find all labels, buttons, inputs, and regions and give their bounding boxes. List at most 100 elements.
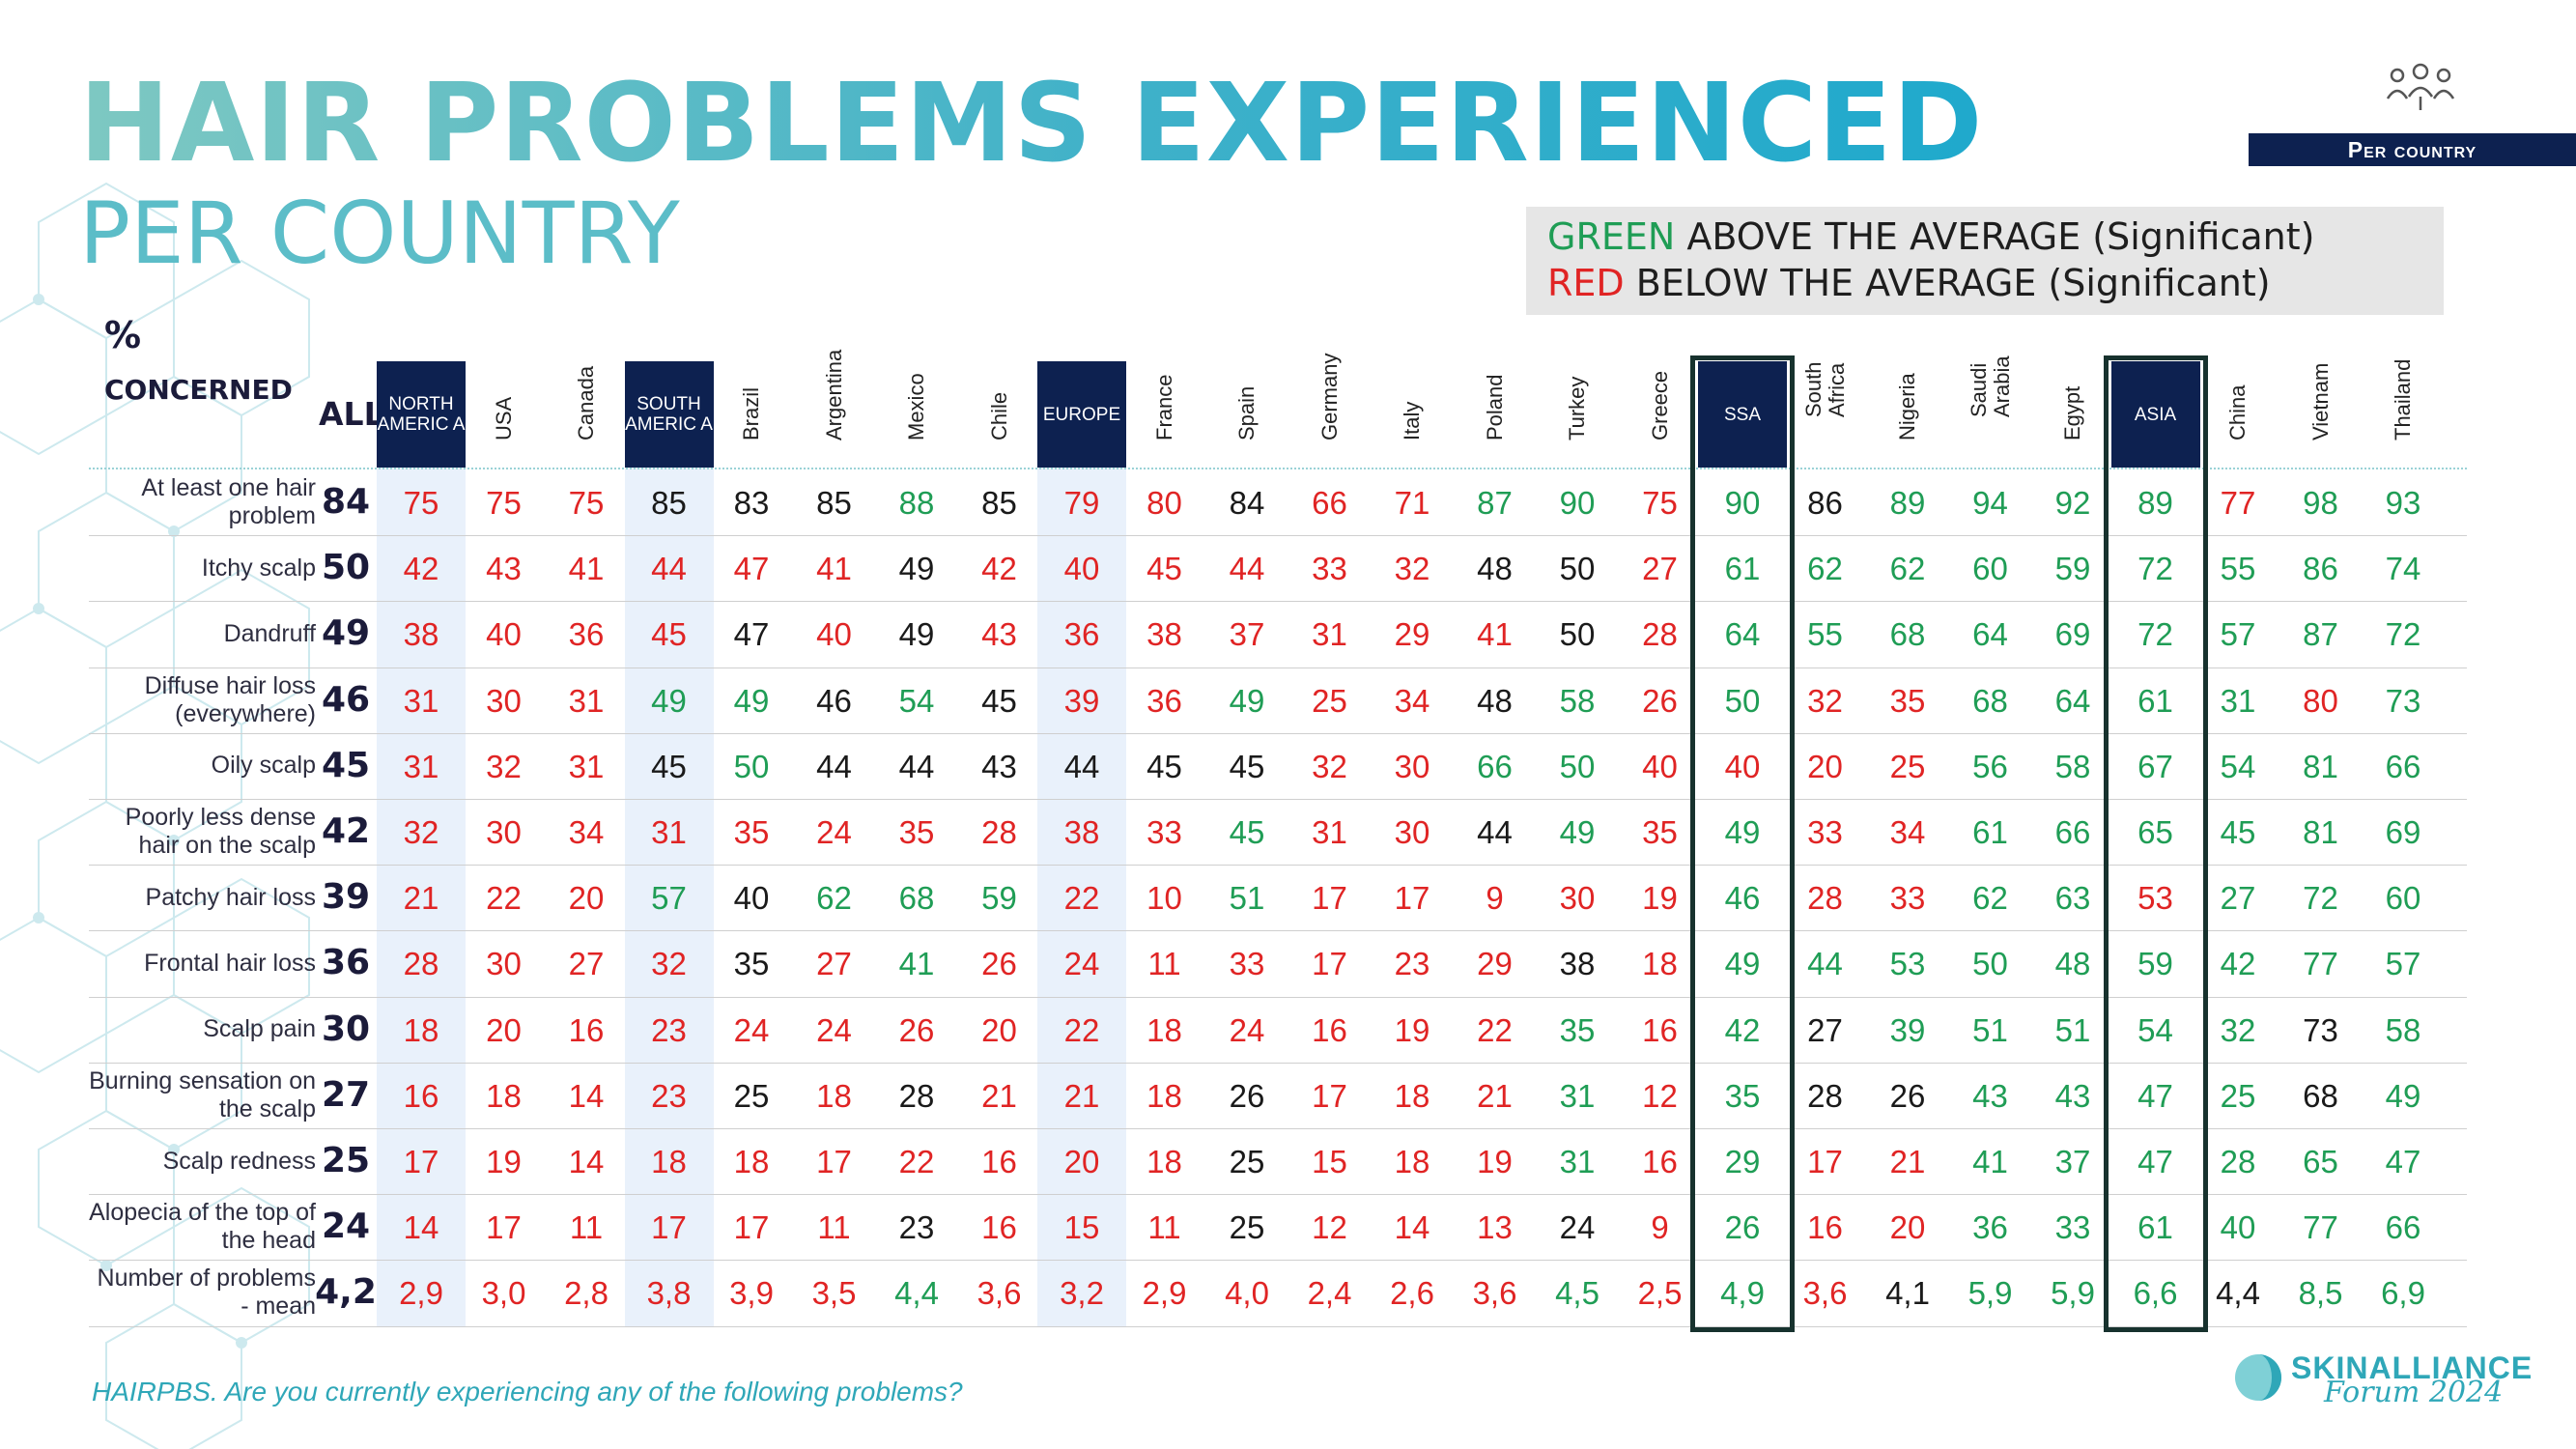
table-cell: 19 [1394, 1011, 1430, 1048]
table-cell: 12 [1312, 1209, 1347, 1246]
legend-red-line: RED BELOW THE AVERAGE (Significant) [1547, 265, 2271, 301]
table-cell: 61 [1724, 551, 1761, 587]
table-cell: 77 [2303, 946, 2338, 982]
country-header-label: Saudi Arabia [1966, 355, 2014, 417]
table-cell: 31 [1312, 616, 1347, 653]
table-cell: 18 [486, 1077, 522, 1114]
table-cell: 12 [1642, 1077, 1678, 1114]
table-cell: 39 [1889, 1011, 1926, 1048]
table-cell: 22 [1477, 1011, 1513, 1048]
all-value: 4,2 [315, 1272, 377, 1313]
table-cell: 34 [1889, 814, 1926, 850]
table-cell: 18 [651, 1144, 687, 1179]
table-cell: 25 [1229, 1209, 1265, 1246]
table-cell: 9 [1486, 880, 1504, 917]
table-cell: 17 [733, 1209, 770, 1246]
table-cell: 13 [1477, 1209, 1513, 1246]
table-cell: 61 [2137, 682, 2173, 719]
country-header-label: Mexico [904, 373, 928, 440]
country-header: Vietnam [2292, 348, 2350, 468]
table-cell: 49 [1559, 814, 1596, 850]
all-value: 36 [321, 943, 371, 983]
table-cell: 35 [898, 814, 935, 850]
table-cell: 28 [1642, 616, 1678, 653]
table-cell: 45 [651, 616, 687, 653]
table-cell: 34 [1394, 682, 1430, 719]
row-label: Frontal hair loss [144, 949, 316, 977]
table-cell: 47 [2137, 1077, 2173, 1114]
table-cell: 19 [1477, 1144, 1513, 1179]
table-cell: 43 [1972, 1077, 2008, 1114]
table-cell: 81 [2303, 748, 2338, 784]
table-cell: 27 [2220, 880, 2256, 917]
table-cell: 49 [898, 616, 935, 653]
table-cell: 30 [486, 946, 522, 982]
table-cell: 35 [1889, 682, 1926, 719]
table-cell: 42 [1724, 1011, 1761, 1048]
table-cell: 37 [1229, 616, 1265, 653]
table-cell: 3,6 [1472, 1275, 1517, 1312]
table-cell: 69 [2054, 616, 2091, 653]
table-cell: 16 [1312, 1011, 1347, 1048]
table-cell: 35 [733, 946, 770, 982]
table-cell: 18 [403, 1011, 439, 1048]
row-label: Diffuse hair loss (everywhere) [144, 671, 316, 727]
table-cell: 18 [1642, 946, 1678, 982]
table-cell: 45 [981, 682, 1017, 719]
table-cell: 31 [1559, 1144, 1596, 1179]
all-value: 50 [321, 548, 371, 588]
table-cell: 30 [1394, 814, 1430, 850]
legend-green-line: GREEN ABOVE THE AVERAGE (Significant) [1547, 218, 2314, 255]
all-value: 27 [321, 1074, 371, 1115]
table-cell: 50 [1559, 616, 1596, 653]
table-cell: 3,8 [646, 1275, 692, 1312]
table-cell: 2,9 [399, 1275, 443, 1312]
table-cell: 71 [1394, 485, 1430, 521]
table-cell: 10 [1146, 880, 1182, 917]
table-cell: 32 [2220, 1011, 2256, 1048]
skinalliance-logo-icon [2235, 1354, 2281, 1401]
table-cell: 69 [2385, 814, 2421, 850]
table-cell: 20 [981, 1011, 1017, 1048]
table-cell: 8,5 [2298, 1275, 2343, 1312]
table-cell: 3,6 [1802, 1275, 1848, 1312]
table-cell: 57 [2385, 946, 2421, 982]
table-cell: 23 [651, 1011, 687, 1048]
table-cell: 40 [1724, 748, 1761, 784]
table-cell: 17 [1312, 1077, 1347, 1114]
table-cell: 75 [403, 485, 439, 521]
country-header-label: Thailand [2391, 358, 2415, 440]
country-header-label: Brazil [739, 386, 763, 440]
people-group-icon [2386, 63, 2455, 110]
table-cell: 25 [1312, 682, 1347, 719]
table-cell: 50 [1972, 946, 2008, 982]
table-cell: 32 [1312, 748, 1347, 784]
table-cell: 21 [981, 1077, 1017, 1114]
table-cell: 35 [1559, 1011, 1596, 1048]
country-header: Brazil [722, 348, 780, 468]
table-cell: 21 [403, 880, 439, 917]
row-label: Oily scalp [211, 752, 316, 780]
region-header: SSA [1698, 361, 1787, 468]
table-cell: 2,4 [1307, 1275, 1352, 1312]
table-cell: 4,1 [1885, 1275, 1930, 1312]
table-cell: 83 [733, 485, 770, 521]
table-cell: 32 [486, 748, 522, 784]
table-cell: 24 [733, 1011, 770, 1048]
table-cell: 17 [1312, 946, 1347, 982]
table-cell: 18 [1394, 1077, 1430, 1114]
table-cell: 86 [1807, 485, 1843, 521]
table-cell: 84 [1229, 485, 1265, 521]
row-divider [89, 1062, 2467, 1064]
table-cell: 44 [1063, 748, 1100, 784]
row-divider [89, 1127, 2467, 1129]
table-cell: 18 [816, 1077, 852, 1114]
table-cell: 77 [2303, 1209, 2338, 1246]
table-cell: 47 [733, 616, 770, 653]
table-cell: 37 [2054, 1144, 2091, 1179]
row-label: Number of problems - mean [97, 1264, 316, 1321]
country-header: Canada [557, 348, 615, 468]
table-cell: 3,6 [977, 1275, 1022, 1312]
table-cell: 18 [1146, 1144, 1182, 1179]
table-cell: 51 [1229, 880, 1265, 917]
